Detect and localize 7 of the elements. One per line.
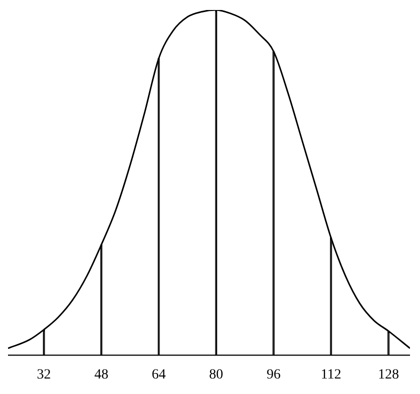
x-tick-label: 128 <box>378 367 399 382</box>
x-tick-label: 32 <box>36 367 51 382</box>
x-tick-label: 64 <box>152 367 166 382</box>
x-tick-label: 80 <box>209 367 224 382</box>
x-tick-label: 48 <box>94 367 108 382</box>
x-tick-label: 112 <box>320 367 342 382</box>
x-tick-label: 96 <box>266 367 281 382</box>
